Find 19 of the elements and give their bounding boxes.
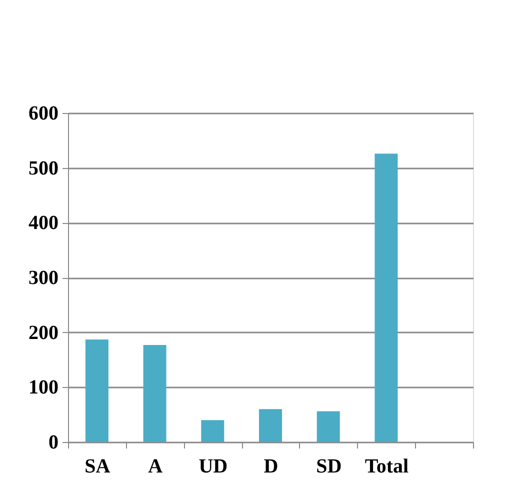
x-tick-label: UD	[198, 456, 228, 478]
y-tick-label: 200	[28, 322, 58, 344]
bar	[85, 339, 108, 442]
x-tick-label: Total	[364, 456, 410, 478]
bar	[201, 420, 224, 442]
x-tick-label: D	[264, 456, 278, 478]
bar	[259, 409, 282, 442]
x-tick-label: A	[148, 456, 164, 478]
bar	[143, 344, 166, 442]
y-tick-label: 100	[28, 376, 58, 399]
x-tick-label: SA	[84, 456, 111, 478]
bar	[316, 411, 340, 442]
y-tick-label: 600	[28, 102, 58, 124]
y-tick-label: 0	[48, 432, 58, 454]
y-tick-label: 400	[28, 212, 58, 234]
y-tick-label: 500	[28, 157, 58, 180]
bar	[374, 154, 398, 442]
x-tick-label: SD	[316, 456, 342, 478]
y-tick-label: 300	[28, 267, 58, 289]
